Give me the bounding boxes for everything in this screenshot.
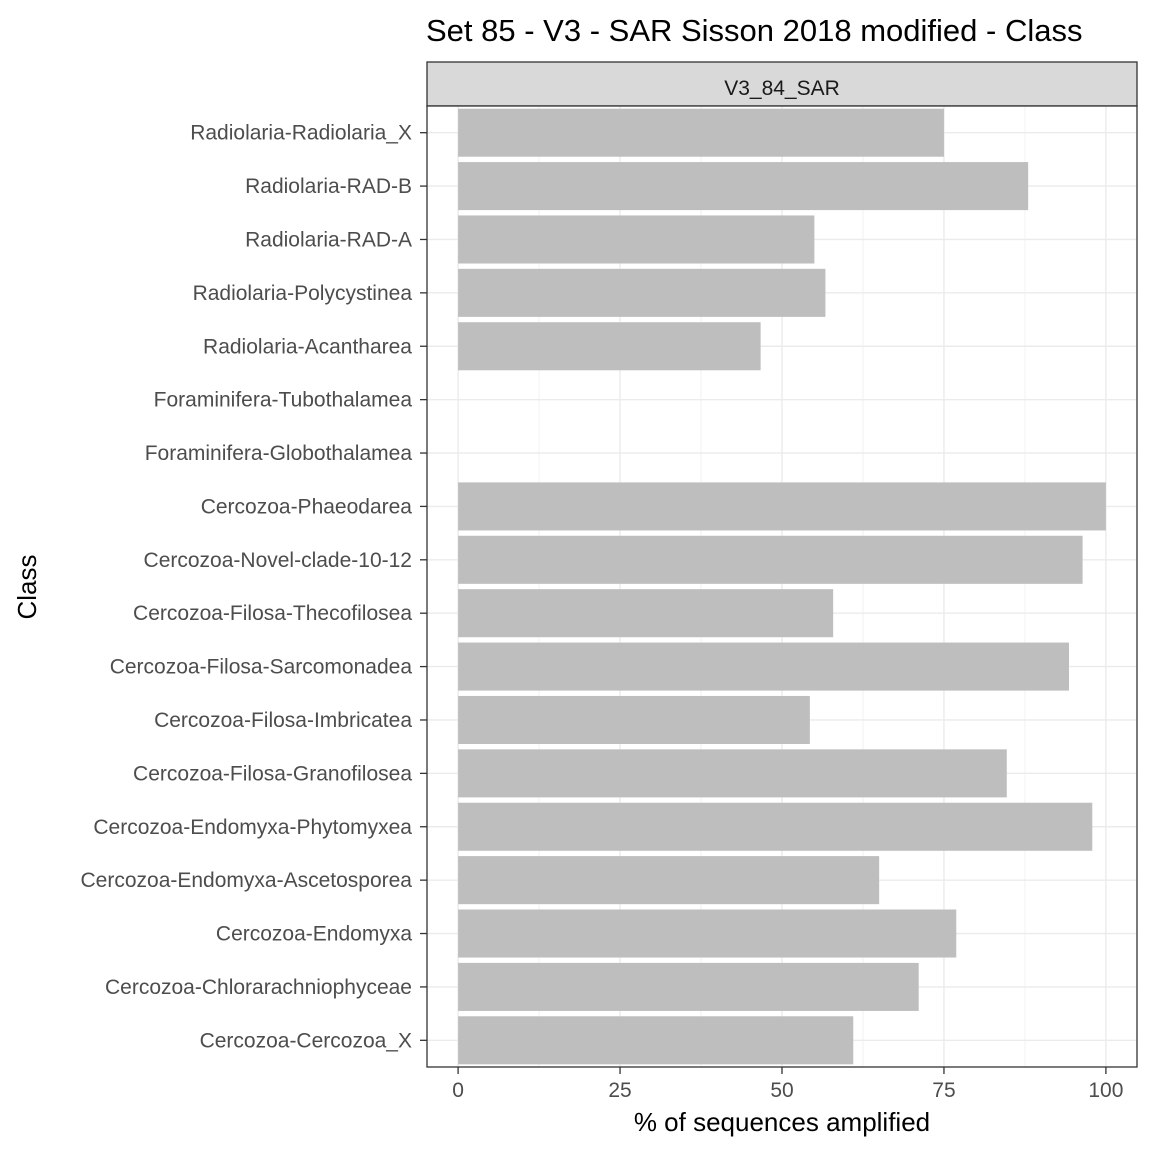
y-axis: Radiolaria-Radiolaria_X Radiolaria-RAD-B R… xyxy=(81,122,427,1052)
y-tick-label: Radiolaria-Radiolaria_X xyxy=(190,122,412,145)
y-tick-label: Cercozoa-Endomyxa xyxy=(216,923,412,946)
bar xyxy=(458,695,810,744)
bar xyxy=(458,162,1029,211)
x-axis-title: % of sequences amplified xyxy=(634,1107,930,1137)
x-axis: 0 25 50 75 100 xyxy=(452,1067,1123,1102)
x-tick-label: 25 xyxy=(608,1079,631,1102)
bar xyxy=(458,589,834,638)
y-tick-label: Cercozoa-Phaeodarea xyxy=(201,495,413,518)
bar xyxy=(458,268,826,317)
y-tick-label: Cercozoa-Cercozoa_X xyxy=(200,1029,412,1052)
y-tick-label: Cercozoa-Endomyxa-Phytomyxea xyxy=(93,816,412,839)
chart-title: Set 85 - V3 - SAR Sisson 2018 modified -… xyxy=(426,13,1082,48)
y-tick-label: Radiolaria-RAD-B xyxy=(245,175,412,198)
y-tick-label: Cercozoa-Filosa-Granofilosea xyxy=(133,762,412,785)
y-tick-label: Radiolaria-RAD-A xyxy=(245,228,412,251)
y-axis-title: Class xyxy=(12,554,42,619)
facet-strip-label: V3_84_SAR xyxy=(724,77,840,100)
bar xyxy=(458,322,761,371)
y-tick-label: Cercozoa-Filosa-Thecofilosea xyxy=(133,602,412,625)
facet-strip xyxy=(426,61,1138,107)
x-tick-label: 0 xyxy=(452,1079,464,1102)
bar xyxy=(458,535,1083,584)
bar xyxy=(458,749,1007,798)
y-tick-label: Radiolaria-Polycystinea xyxy=(193,282,413,305)
y-tick-label: Foraminifera-Globothalamea xyxy=(145,442,413,465)
x-tick-label: 75 xyxy=(932,1079,955,1102)
y-tick-label: Cercozoa-Filosa-Sarcomonadea xyxy=(110,656,413,679)
grid-lines xyxy=(427,106,1137,1067)
bar xyxy=(458,215,815,264)
y-tick-label: Foraminifera-Tubothalamea xyxy=(154,389,413,412)
bar xyxy=(458,802,1093,851)
bar xyxy=(458,856,880,905)
x-tick-label: 100 xyxy=(1088,1079,1123,1102)
y-tick-label: Cercozoa-Filosa-Imbricatea xyxy=(154,709,412,732)
bar xyxy=(458,962,919,1011)
bar xyxy=(458,108,944,157)
bar xyxy=(458,642,1069,691)
bar xyxy=(458,909,957,958)
x-tick-label: 50 xyxy=(770,1079,793,1102)
y-tick-label: Cercozoa-Novel-clade-10-12 xyxy=(144,549,412,572)
bars xyxy=(458,108,1106,1065)
y-tick-label: Cercozoa-Endomyxa-Ascetosporea xyxy=(81,869,413,892)
bar xyxy=(458,1016,854,1065)
bar xyxy=(458,482,1106,531)
y-tick-label: Cercozoa-Chlorarachniophyceae xyxy=(105,976,412,999)
y-tick-label: Radiolaria-Acantharea xyxy=(203,335,412,358)
